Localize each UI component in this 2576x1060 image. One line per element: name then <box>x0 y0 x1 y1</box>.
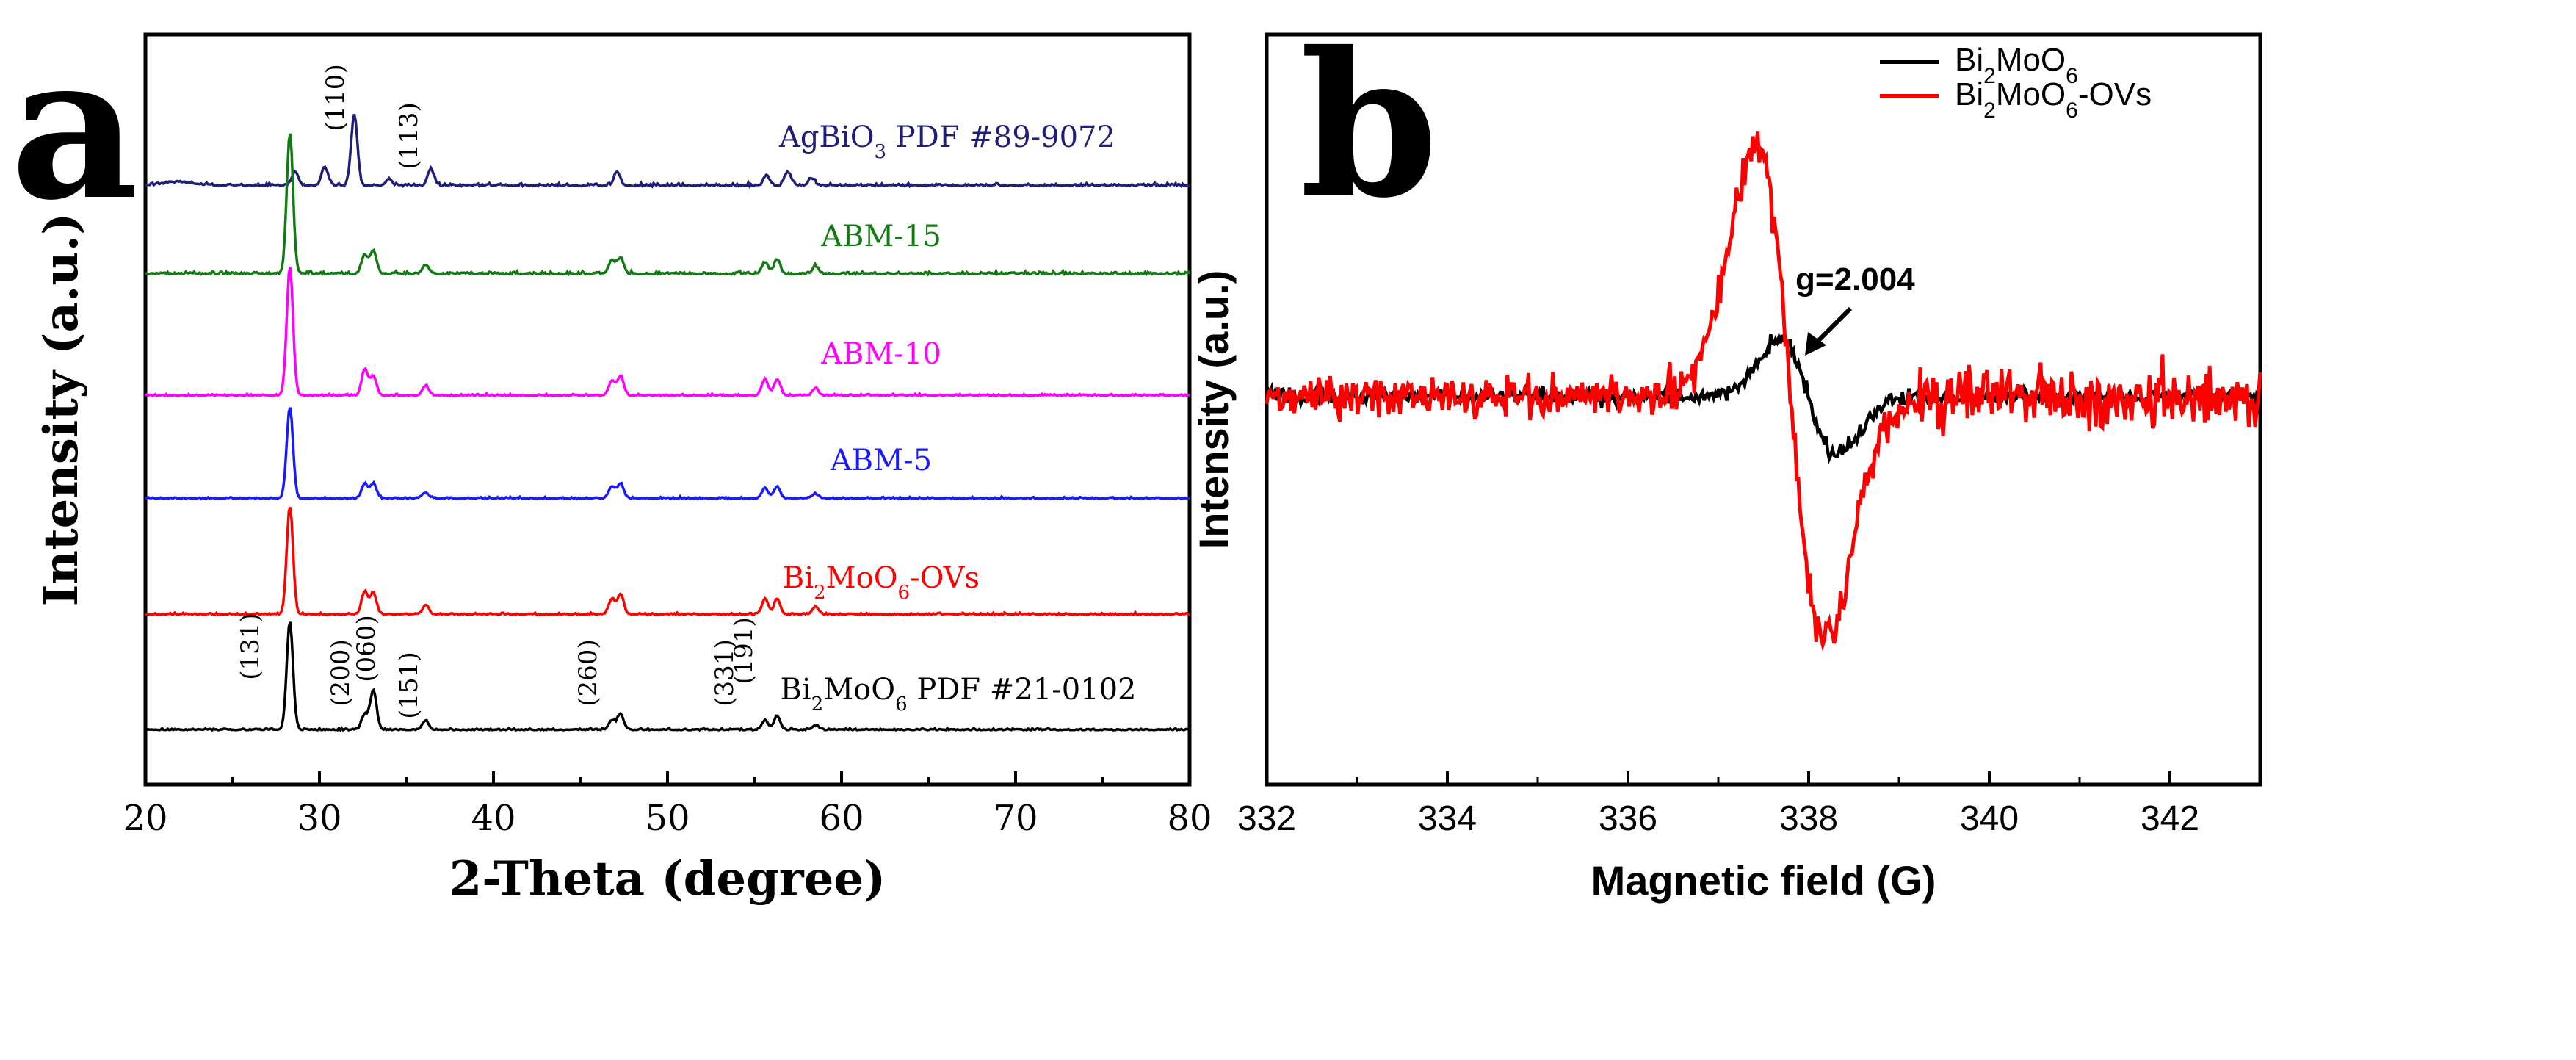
hkl-bm-151: (151) <box>394 652 424 718</box>
legend-label-0: Bi2MoO6 <box>1955 42 2078 88</box>
hkl-bm-260: (260) <box>574 639 603 706</box>
x-tick-label-b: 332 <box>1237 799 1296 838</box>
x-axis-label-a: 2-Theta (degree) <box>449 851 886 906</box>
x-axis-label-b: Magnetic field (G) <box>1591 857 1936 904</box>
panel-a-letter: a <box>10 10 139 244</box>
y-axis-label-a: Intensity (a.u.) <box>34 213 89 607</box>
hkl-bm-131: (131) <box>236 613 265 679</box>
hkl-ag-113: (113) <box>394 102 424 169</box>
annotation-arrow <box>1812 306 1853 347</box>
plot-frame-b <box>1265 32 2262 787</box>
xrd-series-3 <box>145 407 1190 501</box>
hkl-ag-110: (110) <box>321 64 350 131</box>
xrd-series-1 <box>144 133 1191 277</box>
label-bi2moo6-ovs: Bi2MoO6-OVs <box>783 561 980 604</box>
x-tick-label-a: 40 <box>471 798 515 839</box>
panel-a: 20 30 40 50 60 70 80 2-Theta (degree) Intensity … <box>34 32 1212 906</box>
panel-b: 332 334 336 338 340 342 Magnetic field (G) Inte… <box>1190 32 2262 904</box>
xrd-series-0 <box>145 114 1190 189</box>
x-tick-label-a: 20 <box>123 798 167 839</box>
xrd-series-5 <box>145 621 1190 732</box>
hkl-bm-060: (060) <box>352 615 381 682</box>
annotation-arrowhead <box>1805 332 1826 356</box>
label-agbio3-pdf: AgBiO3 PDF #89-9072 <box>778 120 1115 163</box>
x-tick-label-b: 338 <box>1779 799 1838 838</box>
x-tick-label-a: 70 <box>993 798 1038 839</box>
g-value-annotation: g=2.004 <box>1795 262 1915 298</box>
x-tick-label-b: 340 <box>1960 799 2019 838</box>
x-tick-label-b: 342 <box>2141 799 2199 838</box>
hkl-bm-200: (200) <box>326 639 355 706</box>
x-tick-label-a: 50 <box>645 798 690 839</box>
label-abm10: ABM-10 <box>820 337 941 371</box>
panel-b-letter: b <box>1300 8 1439 242</box>
epr-series-1 <box>1265 131 2262 652</box>
label-abm5: ABM-5 <box>830 444 932 477</box>
xrd-series-4 <box>145 506 1190 617</box>
label-abm15: ABM-15 <box>820 220 941 253</box>
x-tick-label-b: 336 <box>1599 799 1657 838</box>
x-tick-label-a: 30 <box>297 798 341 839</box>
legend-label-1: Bi2MoO6-OVs <box>1955 76 2152 123</box>
hkl-bm-191: (191) <box>729 617 759 684</box>
hkl-bm-331: (331) <box>710 639 739 706</box>
y-axis-label-b: Intensity (a.u.) <box>1190 270 1237 549</box>
label-bi2moo6-pdf: Bi2MoO6 PDF #21-0102 <box>780 673 1136 715</box>
xrd-series-2 <box>144 267 1190 398</box>
x-tick-label-a: 80 <box>1167 798 1212 839</box>
x-tick-label-a: 60 <box>819 798 864 839</box>
x-tick-label-b: 334 <box>1418 799 1477 838</box>
